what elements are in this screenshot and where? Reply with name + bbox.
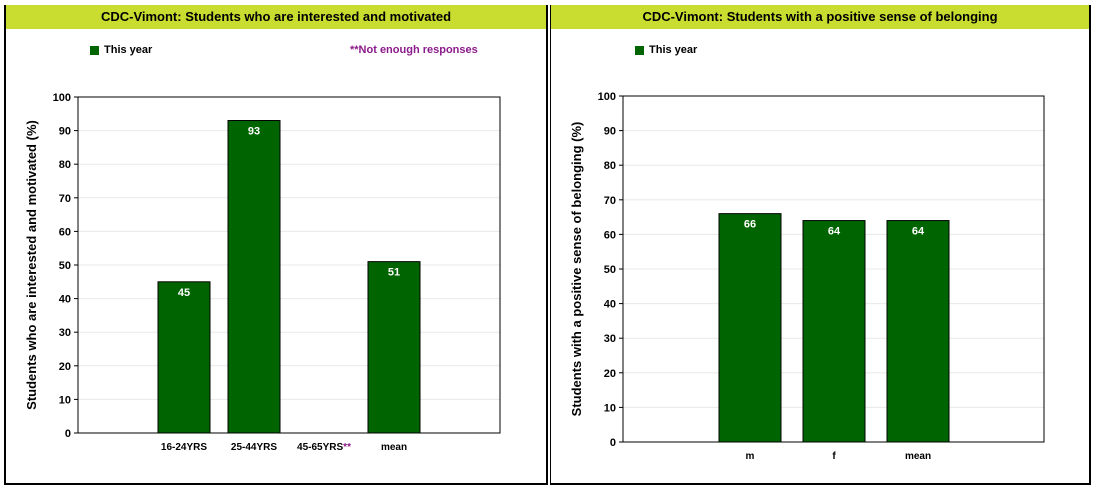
- y-tick-label: 50: [604, 264, 616, 276]
- y-tick-label: 40: [604, 299, 616, 311]
- y-tick-label: 40: [59, 294, 71, 306]
- x-tick-label: mean: [381, 442, 407, 453]
- y-tick-label: 0: [65, 428, 71, 440]
- y-tick-label: 80: [59, 159, 71, 171]
- bar-value-label: 93: [248, 126, 260, 138]
- y-axis-title: Students with a positive sense of belong…: [569, 122, 584, 417]
- y-tick-label: 70: [604, 195, 616, 207]
- bar: [886, 220, 950, 443]
- y-tick-label: 60: [604, 229, 616, 241]
- chart-title: CDC-Vimont: Students with a positive sen…: [551, 5, 1089, 29]
- y-tick-label: 10: [59, 394, 71, 406]
- y-tick-label: 50: [59, 260, 71, 272]
- bar-value-label: 66: [744, 219, 756, 231]
- x-tick-label: m: [746, 451, 755, 462]
- chart-panel-belonging: CDC-Vimont: Students with a positive sen…: [550, 5, 1091, 485]
- y-tick-label: 100: [53, 92, 71, 104]
- y-tick-label: 0: [610, 437, 616, 449]
- bar: [802, 220, 866, 443]
- not-enough-responses-note: **Not enough responses: [350, 44, 478, 56]
- chart-title: CDC-Vimont: Students who are interested …: [6, 5, 546, 29]
- legend-swatch: [90, 45, 99, 55]
- bar-chart-motivation: 0 10 20 30 40 50 60 70 80 90 100 Students who are i…: [24, 92, 501, 453]
- legend: This year: [90, 44, 152, 56]
- chart-panel-motivation: CDC-Vimont: Students who are interested …: [4, 5, 548, 485]
- y-tick-label: 100: [598, 91, 616, 103]
- y-tick-label: 20: [604, 368, 616, 380]
- legend-label: This year: [649, 44, 698, 56]
- bar: [157, 281, 211, 434]
- bar-value-label: 45: [178, 287, 190, 299]
- y-tick-label: 80: [604, 160, 616, 172]
- y-tick-label: 10: [604, 402, 616, 414]
- y-tick-label: 60: [59, 226, 71, 238]
- y-tick-label: 90: [59, 126, 71, 138]
- y-tick-label: 70: [59, 193, 71, 205]
- y-tick-label: 90: [604, 126, 616, 138]
- x-tick-label: f: [832, 451, 836, 462]
- bar: [367, 261, 421, 434]
- legend-label: This year: [104, 44, 153, 56]
- y-tick-label: 30: [604, 333, 616, 345]
- y-tick-label: 30: [59, 327, 71, 339]
- x-tick-label: 45-65YRS**: [297, 442, 351, 453]
- bar: [227, 120, 281, 434]
- bar-value-label: 64: [828, 226, 841, 238]
- legend-swatch: [635, 45, 644, 55]
- x-tick-label: 25-44YRS: [231, 442, 277, 453]
- y-tick-label: 20: [59, 361, 71, 373]
- bar: [718, 213, 782, 443]
- bar-value-label: 64: [912, 226, 925, 238]
- legend: This year: [635, 44, 697, 56]
- bar-chart-belonging: 0 10 20 30 40 50 60 70 80 90 100 Students with a po…: [569, 91, 1045, 462]
- x-tick-label: 16-24YRS: [161, 442, 207, 453]
- bar-value-label: 51: [388, 267, 400, 279]
- x-tick-label: mean: [905, 451, 931, 462]
- y-axis-title: Students who are interested and motivate…: [24, 120, 39, 410]
